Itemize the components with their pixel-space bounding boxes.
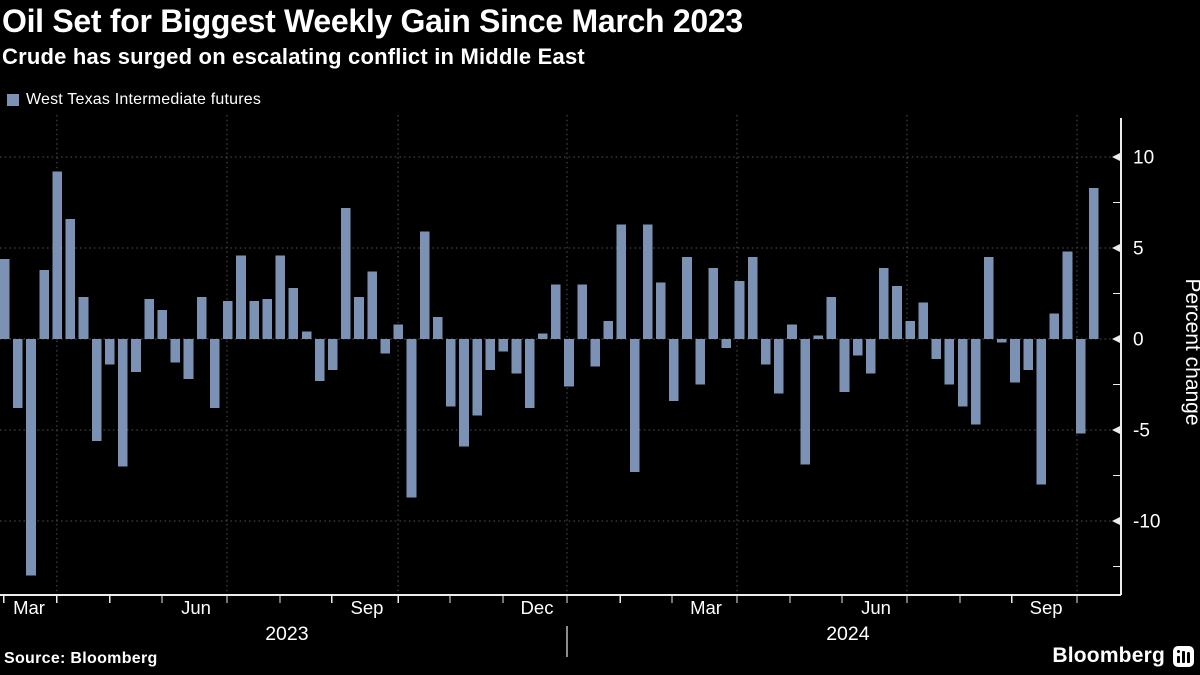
svg-text:-10: -10: [1133, 512, 1160, 533]
svg-text:10: 10: [1133, 148, 1154, 169]
chart-title: Oil Set for Biggest Weekly Gain Since Ma…: [2, 3, 743, 39]
svg-text:Sep: Sep: [1030, 597, 1063, 618]
bloomberg-chart-icon: [1173, 645, 1194, 667]
svg-text:Jun: Jun: [181, 597, 211, 618]
legend: West Texas Intermediate futures: [7, 91, 261, 109]
legend-label: West Texas Intermediate futures: [26, 91, 262, 108]
svg-text:Jun: Jun: [861, 597, 891, 618]
svg-text:2024: 2024: [826, 623, 870, 645]
chart-subtitle: Crude has surged on escalating conflict …: [2, 44, 585, 69]
svg-text:Sep: Sep: [351, 597, 384, 618]
bloomberg-logo-text: Bloomberg: [1052, 644, 1165, 667]
bloomberg-logo: Bloomberg: [1052, 644, 1194, 668]
svg-text:Dec: Dec: [521, 597, 554, 618]
legend-swatch-icon: [7, 94, 19, 106]
svg-text:0: 0: [1133, 330, 1144, 351]
source-text: Source: Bloomberg: [4, 650, 158, 667]
svg-text:Percent change: Percent change: [1181, 278, 1200, 425]
svg-text:Mar: Mar: [690, 597, 722, 618]
svg-text:-5: -5: [1133, 421, 1150, 442]
svg-text:5: 5: [1133, 239, 1144, 260]
svg-text:2023: 2023: [265, 623, 308, 645]
svg-text:Mar: Mar: [13, 597, 45, 618]
